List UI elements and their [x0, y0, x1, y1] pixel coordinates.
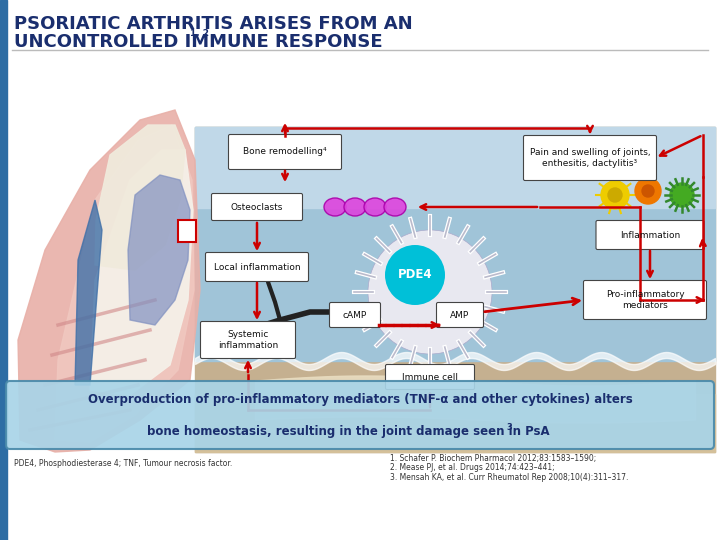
Bar — [178, 220, 196, 242]
Text: Overproduction of pro-inflammatory mediators (TNF-α and other cytokines) alters: Overproduction of pro-inflammatory media… — [88, 393, 632, 406]
Circle shape — [601, 181, 629, 209]
FancyBboxPatch shape — [436, 302, 484, 327]
FancyBboxPatch shape — [330, 302, 380, 327]
Circle shape — [608, 188, 622, 202]
Text: Systemic
inflammation: Systemic inflammation — [218, 330, 278, 350]
Polygon shape — [75, 200, 102, 385]
Polygon shape — [128, 175, 190, 325]
Text: Pain and swelling of joints,
enthesitis, dactylitis³: Pain and swelling of joints, enthesitis,… — [530, 148, 650, 168]
Ellipse shape — [344, 198, 366, 216]
Text: Osteoclasts: Osteoclasts — [231, 202, 283, 212]
Circle shape — [642, 185, 654, 197]
Text: Bone remodelling⁴: Bone remodelling⁴ — [243, 147, 327, 157]
Ellipse shape — [324, 198, 346, 216]
Text: PDE4, Phosphodiesterase 4; TNF, Tumour necrosis factor.: PDE4, Phosphodiesterase 4; TNF, Tumour n… — [14, 460, 233, 469]
Text: Inflammation: Inflammation — [620, 231, 680, 240]
Bar — [0, 0, 7, 540]
FancyBboxPatch shape — [385, 364, 474, 389]
Bar — [195, 127, 715, 208]
Text: PDE4: PDE4 — [397, 268, 432, 281]
Text: 3: 3 — [507, 423, 513, 433]
FancyBboxPatch shape — [583, 280, 706, 320]
FancyBboxPatch shape — [200, 321, 295, 359]
Circle shape — [368, 230, 492, 354]
Ellipse shape — [364, 198, 386, 216]
Text: 2. Mease PJ, et al. Drugs 2014;74:423–441;: 2. Mease PJ, et al. Drugs 2014;74:423–44… — [390, 463, 554, 472]
Text: 1. Schafer P. Biochem Pharmacol 2012;83:1583–1590;: 1. Schafer P. Biochem Pharmacol 2012;83:… — [390, 454, 596, 462]
Text: bone homeostasis, resulting in the joint damage seen in PsA: bone homeostasis, resulting in the joint… — [147, 424, 549, 437]
Text: 3. Mensah KA, et al. Curr Rheumatol Rep 2008;10(4):311–317.: 3. Mensah KA, et al. Curr Rheumatol Rep … — [390, 474, 629, 483]
Bar — [195, 394, 715, 452]
Polygon shape — [55, 125, 194, 442]
FancyBboxPatch shape — [6, 381, 714, 449]
Text: UNCONTROLLED IMMUNE RESPONSE: UNCONTROLLED IMMUNE RESPONSE — [14, 33, 382, 51]
Bar — [195, 127, 715, 452]
Circle shape — [385, 245, 445, 305]
Text: cAMP: cAMP — [343, 310, 367, 320]
FancyBboxPatch shape — [212, 193, 302, 220]
Text: Immune cell: Immune cell — [402, 373, 458, 381]
Bar — [195, 127, 715, 361]
Polygon shape — [95, 125, 185, 270]
Ellipse shape — [384, 198, 406, 216]
Polygon shape — [18, 110, 200, 452]
Circle shape — [670, 183, 694, 207]
FancyBboxPatch shape — [596, 220, 704, 249]
Text: 1, 2: 1, 2 — [189, 29, 209, 38]
Text: Local inflammation: Local inflammation — [214, 262, 300, 272]
Text: PSORIATIC ARTHRITIS ARISES FROM AN: PSORIATIC ARTHRITIS ARISES FROM AN — [14, 15, 413, 33]
FancyBboxPatch shape — [523, 136, 657, 180]
Text: AMP: AMP — [451, 310, 469, 320]
Circle shape — [635, 178, 661, 204]
Text: Pro-inflammatory
mediators: Pro-inflammatory mediators — [606, 291, 684, 310]
FancyBboxPatch shape — [205, 253, 308, 281]
FancyBboxPatch shape — [228, 134, 341, 170]
Polygon shape — [90, 150, 193, 395]
